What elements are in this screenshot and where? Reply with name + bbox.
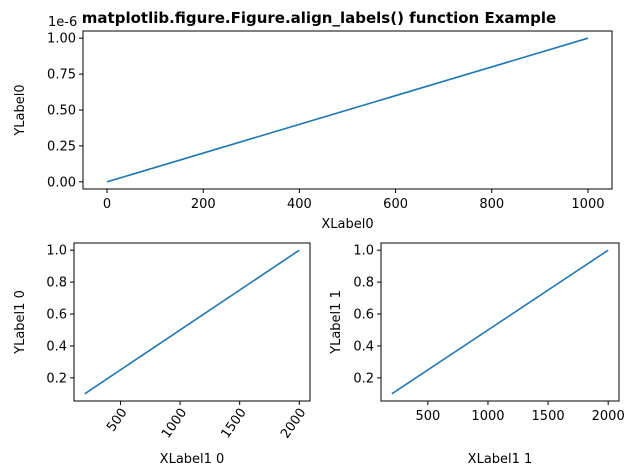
y-tick-label: 0.4 (353, 339, 374, 354)
x-tick-label: 200 (191, 197, 216, 212)
series-line (84, 249, 300, 395)
x-tick-label: 400 (287, 197, 312, 212)
y-tick-label: 0.50 (47, 104, 76, 119)
y-tick-label: 1.00 (47, 32, 76, 47)
series-line (106, 37, 589, 183)
y-tick-label: 0.6 (353, 308, 374, 323)
offset-text: 1e-6 (48, 15, 77, 30)
y-tick-label: 0.4 (46, 339, 67, 354)
x-axis-label: XLabel0 (321, 217, 373, 232)
x-axis-label: XLabel1 1 (468, 452, 533, 467)
x-tick-label: 1500 (532, 409, 565, 424)
series-line (391, 249, 609, 395)
y-axis-label: YLabel0 (13, 84, 28, 136)
x-tick-label: 0 (103, 197, 111, 212)
x-tick-label: 800 (479, 197, 504, 212)
y-axis-label: YLabel1 1 (329, 290, 344, 355)
y-axis-label: YLabel1 0 (13, 290, 28, 355)
x-tick-label: 1000 (471, 409, 504, 424)
y-tick-label: 1.0 (46, 244, 67, 259)
y-tick-label: 0.6 (46, 308, 67, 323)
x-tick-label: 500 (415, 409, 440, 424)
axes-frame (380, 242, 620, 402)
x-tick-label: 2000 (592, 409, 625, 424)
y-tick-label: 1.0 (353, 244, 374, 259)
figure-title: matplotlib.figure.Figure.align_labels() … (82, 9, 556, 27)
x-tick-label: 1000 (571, 197, 604, 212)
axes-bottom-right: 500 1000 1500 2000 0.2 0.4 0.6 0.8 1.0 XLabel1 1 Y… (329, 242, 625, 467)
y-tick-label: 0.8 (46, 276, 67, 291)
y-tick-label: 0.75 (47, 68, 76, 83)
axes-frame (73, 242, 311, 402)
axes-top: 0 200 400 600 800 1000 0.00 0.25 0.50 0.75 1.00 XLa… (13, 30, 613, 232)
x-tick-label: 600 (383, 197, 408, 212)
y-tick-label: 0.2 (46, 371, 67, 386)
y-tick-label: 0.8 (353, 276, 374, 291)
y-tick-label: 0.25 (47, 139, 76, 154)
y-tick-label: 0.2 (353, 371, 374, 386)
x-axis-label: XLabel1 0 (160, 452, 225, 467)
y-tick-label: 0.00 (47, 175, 76, 190)
